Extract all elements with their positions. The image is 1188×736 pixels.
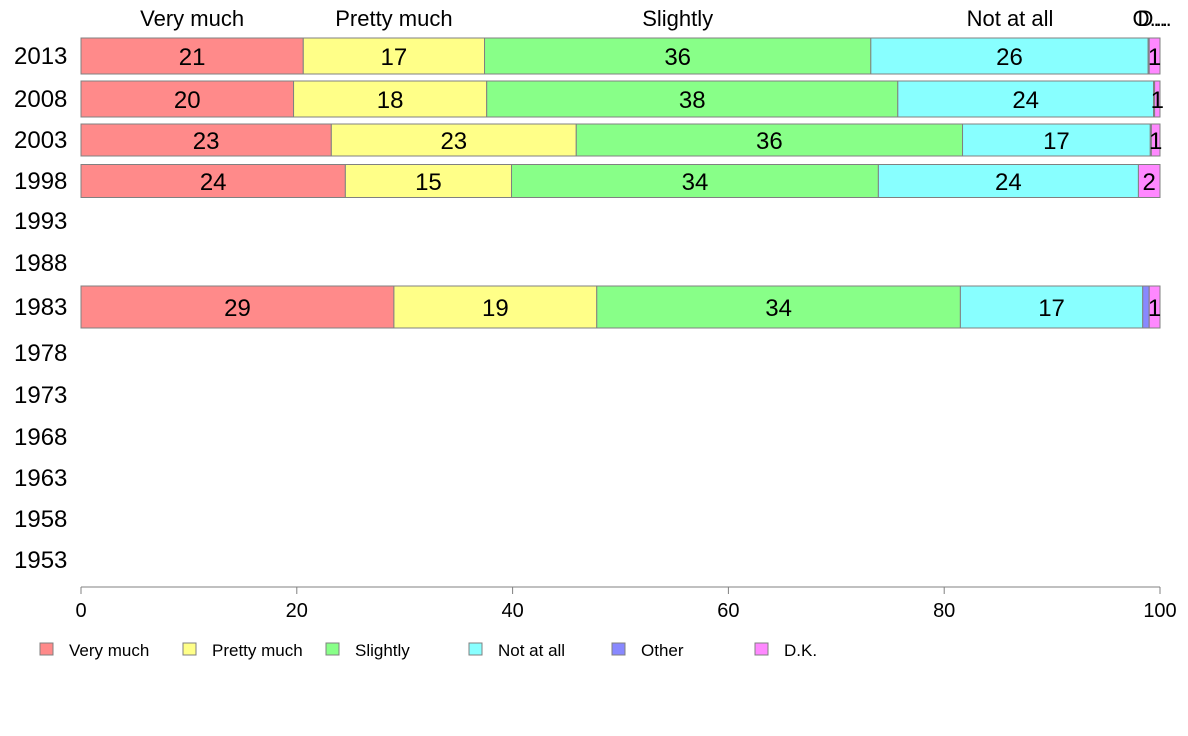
- year-label-1998: 1998: [14, 168, 67, 195]
- value-label-1983-3: 17: [1038, 295, 1065, 322]
- value-label-1998-5: 2: [1143, 169, 1156, 196]
- legend: Very much Pretty much Slightly Not at all Ot…: [39, 641, 817, 660]
- x-tick-label-20: 20: [286, 600, 308, 622]
- value-label-2008-0: 20: [174, 87, 201, 114]
- top-category-labels: Very much Pretty much Slightly Not at all O.…: [140, 6, 1172, 31]
- year-label-1988: 1988: [14, 250, 67, 277]
- year-label-1978: 1978: [14, 340, 67, 367]
- bar-2013-not-at-all: [870, 37, 1149, 75]
- x-tick-label-100: 100: [1143, 600, 1176, 622]
- legend-swatch-5: [754, 642, 769, 656]
- year-label-1958: 1958: [14, 506, 67, 533]
- legend-swatch-3: [468, 642, 483, 656]
- year-label-2003: 2003: [14, 127, 67, 154]
- value-label-2003-5: 1: [1149, 128, 1162, 155]
- legend-swatch-2: [325, 642, 340, 656]
- value-label-2013-2: 36: [664, 44, 691, 71]
- value-label-1983-0: 29: [224, 295, 251, 322]
- x-axis: 0 20 40 60 80 100: [75, 586, 1177, 622]
- value-label-1983-2: 34: [765, 295, 792, 322]
- value-label-2013-3: 26: [996, 44, 1023, 71]
- bar-2008-d-k-: [1154, 80, 1161, 118]
- bar-2013-slightly: [484, 37, 872, 75]
- value-label-2008-1: 18: [377, 87, 404, 114]
- bar-1998-d-k-: [1137, 164, 1161, 198]
- bar-2013-very-much: [80, 37, 304, 75]
- bar-1983-d-k-: [1148, 285, 1161, 329]
- bar-2008-slightly: [486, 80, 899, 118]
- value-label-2003-0: 23: [193, 128, 220, 155]
- year-label-1973: 1973: [14, 382, 67, 409]
- bar-value-labels: 21 17 36 26 1 20 18 38 24 1 23 23 36 17 1 24 15 34 24 2 29 19…: [174, 44, 1164, 322]
- value-label-2003-1: 23: [440, 128, 467, 155]
- legend-swatch-1: [182, 642, 197, 656]
- top-label-0: Very much: [140, 6, 244, 31]
- year-label-1953: 1953: [14, 547, 67, 574]
- value-label-1998-0: 24: [200, 169, 227, 196]
- value-label-2003-3: 17: [1043, 128, 1070, 155]
- bar-1998-pretty-much: [344, 164, 513, 198]
- bar-1998-slightly: [511, 164, 879, 198]
- value-label-2008-3: 24: [1012, 87, 1039, 114]
- bar-2008-pretty-much: [293, 80, 488, 118]
- bar-2003-not-at-all: [962, 123, 1151, 157]
- value-label-2008-2: 38: [679, 87, 706, 114]
- legend-label-0: Very much: [69, 641, 149, 660]
- bar-2008-not-at-all: [897, 80, 1155, 118]
- value-label-2013-1: 17: [381, 44, 408, 71]
- legend-label-3: Not at all: [498, 641, 565, 660]
- year-label-1968: 1968: [14, 424, 67, 451]
- year-label-1993: 1993: [14, 208, 67, 235]
- bar-1983-not-at-all: [959, 285, 1144, 329]
- legend-swatch-4: [611, 642, 626, 656]
- value-label-2013-0: 21: [179, 44, 206, 71]
- x-tick-label-0: 0: [75, 600, 86, 622]
- bar-2008-very-much: [80, 80, 295, 118]
- value-label-2013-5: 1: [1148, 44, 1161, 71]
- legend-swatch-0: [39, 642, 54, 656]
- bar-2003-d-k-: [1150, 123, 1161, 157]
- bar-2003-slightly: [575, 123, 964, 157]
- bar-1998-not-at-all: [877, 164, 1139, 198]
- bar-2003-very-much: [80, 123, 332, 157]
- value-label-1983-1: 19: [482, 295, 509, 322]
- bar-1983-very-much: [80, 285, 395, 329]
- legend-label-4: Other: [641, 641, 684, 660]
- legend-label-5: D.K.: [784, 641, 817, 660]
- year-label-1963: 1963: [14, 465, 67, 492]
- top-label-2: Slightly: [642, 6, 713, 31]
- top-label-5: D...: [1137, 6, 1171, 31]
- x-tick-label-60: 60: [717, 600, 739, 622]
- value-label-1983-5: 1: [1148, 295, 1161, 322]
- value-label-2008-5: 1: [1151, 87, 1164, 114]
- year-label-1983: 1983: [14, 294, 67, 321]
- value-label-1998-3: 24: [995, 169, 1022, 196]
- value-label-1998-1: 15: [415, 169, 442, 196]
- top-label-3: Not at all: [967, 6, 1054, 31]
- top-label-1: Pretty much: [335, 6, 452, 31]
- legend-label-2: Slightly: [355, 641, 410, 660]
- bar-1983-pretty-much: [393, 285, 598, 329]
- top-label-4: O...: [1133, 6, 1168, 31]
- bar-1998-very-much: [80, 164, 346, 198]
- bar-2013-d-k-: [1148, 37, 1161, 75]
- year-label-2013: 2013: [14, 43, 67, 70]
- year-label-2008: 2008: [14, 86, 67, 113]
- legend-label-1: Pretty much: [212, 641, 303, 660]
- value-label-1998-2: 34: [682, 169, 709, 196]
- bar-1983-slightly: [596, 285, 961, 329]
- bar-segments: [80, 37, 1161, 329]
- bar-2013-pretty-much: [302, 37, 486, 75]
- x-tick-label-40: 40: [501, 600, 523, 622]
- value-label-2003-2: 36: [756, 128, 783, 155]
- year-axis-labels: 2013 2008 2003 1998 1993 1988 1983 1978 1973 1968…: [14, 43, 67, 574]
- x-tick-label-80: 80: [933, 600, 955, 622]
